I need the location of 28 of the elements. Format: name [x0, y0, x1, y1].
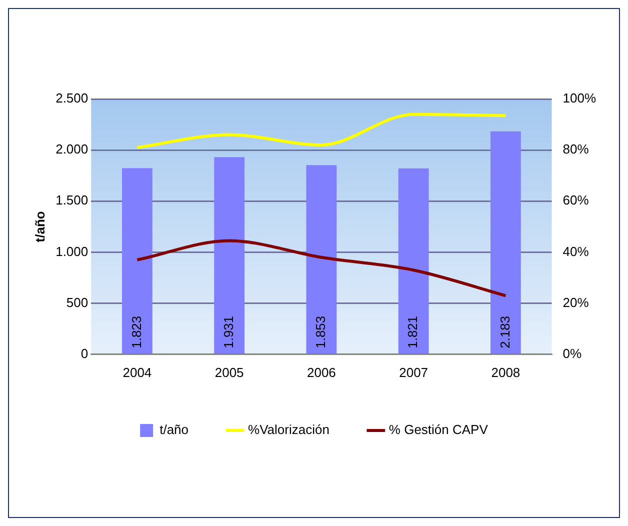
y-tick-label: 500 [66, 294, 88, 310]
y-axis-title: t/año [32, 211, 48, 242]
y2-tick-label: 20% [562, 294, 590, 310]
data-label: 1.931 [220, 316, 236, 348]
y-tick-label: 1.000 [56, 244, 88, 259]
data-label: 2.183 [497, 316, 512, 348]
y-tick-label: 2.500 [56, 90, 88, 106]
line-series [136, 239, 508, 298]
y-tick-label: 0 [80, 346, 88, 361]
y2-tick-label: 0% [562, 346, 582, 361]
legend-label: t/año [160, 422, 189, 438]
data-label: 1.853 [313, 316, 328, 348]
y-tick-label: 1.500 [56, 192, 88, 208]
y-tick-label: 2.000 [56, 142, 88, 157]
y2-tick-label: 80% [562, 142, 590, 157]
y2-tick-label: 100% [562, 90, 596, 106]
y2-tick-label: 40% [562, 244, 590, 259]
x-tick-label: 2005 [214, 364, 244, 380]
data-label: 1.821 [405, 316, 420, 348]
y2-tick-label: 60% [562, 192, 590, 208]
line-series [136, 112, 508, 150]
data-label: 1.823 [128, 316, 144, 348]
x-tick-label: 2007 [399, 364, 428, 380]
legend-label: %Valorización [248, 422, 330, 438]
x-tick-label: 2008 [491, 364, 520, 380]
x-tick-label: 2004 [122, 364, 152, 380]
legend-label: % Gestión CAPV [388, 422, 488, 438]
x-tick-label: 2006 [306, 364, 336, 380]
